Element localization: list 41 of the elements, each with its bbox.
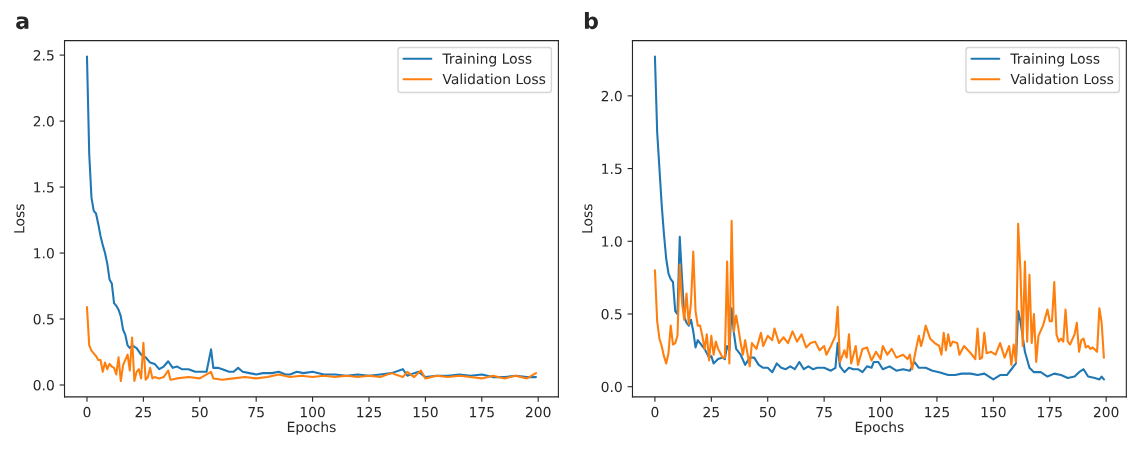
y-tick-label: 1.0 xyxy=(34,248,54,259)
x-tick-label: 200 xyxy=(1093,406,1119,418)
x-tick-label: 200 xyxy=(525,406,551,418)
y-tick-label: 2.0 xyxy=(33,116,54,127)
x-tick-label: 0 xyxy=(83,406,91,418)
chart-title: b xyxy=(584,11,598,30)
x-tick-label: 125 xyxy=(925,406,949,418)
x-tick-label: 125 xyxy=(357,406,382,418)
x-axis-title: Epochs xyxy=(287,421,336,435)
chart-title: a xyxy=(16,16,29,30)
x-tick-label: 75 xyxy=(816,407,832,418)
x-tick-label: 50 xyxy=(192,406,208,418)
y-tick-label: 1.5 xyxy=(602,163,622,175)
x-tick-label: 25 xyxy=(135,406,151,418)
y-tick-label: 2.0 xyxy=(601,90,622,102)
y-tick-label: 1.5 xyxy=(34,182,54,193)
x-tick-label: 175 xyxy=(1038,407,1062,418)
x-tick-label: 100 xyxy=(868,406,893,418)
legend-label: Validation Loss xyxy=(1010,73,1114,85)
line-series xyxy=(85,306,537,383)
legend-label: Training Loss xyxy=(442,53,532,67)
y-tick-label: 2.5 xyxy=(33,50,54,61)
x-axis-title: Epochs xyxy=(855,421,904,435)
y-tick-label: 0.5 xyxy=(33,313,54,325)
x-tick-label: 175 xyxy=(470,407,494,418)
x-tick-label: 100 xyxy=(300,406,325,418)
x-tick-label: 25 xyxy=(703,406,719,418)
x-tick-label: 150 xyxy=(981,406,1006,418)
legend-label: Training Loss xyxy=(1010,53,1100,67)
y-tick-label: 0.0 xyxy=(33,379,54,391)
y-axis-title: Loss xyxy=(14,204,25,233)
x-tick-label: 150 xyxy=(413,406,438,418)
x-tick-label: 0 xyxy=(651,406,659,418)
y-tick-label: 0.0 xyxy=(601,381,622,393)
y-tick-label: 0.5 xyxy=(601,308,622,320)
legend-label: Validation Loss xyxy=(442,73,546,85)
x-tick-label: 75 xyxy=(248,407,264,418)
x-tick-label: 50 xyxy=(759,406,776,418)
y-tick-label: 1.0 xyxy=(602,236,622,247)
line-series xyxy=(653,219,1105,371)
y-axis-title: Loss xyxy=(582,204,593,233)
